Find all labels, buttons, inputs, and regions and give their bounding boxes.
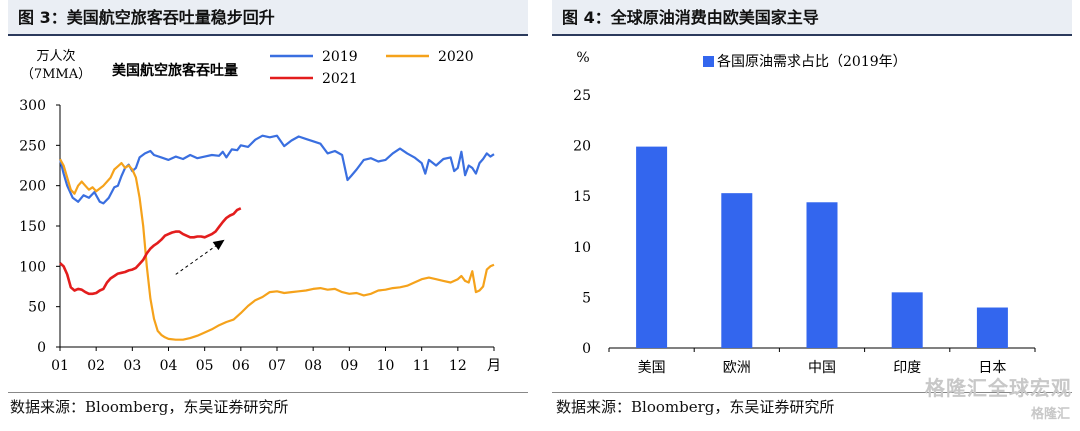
x-tick-label: 06: [232, 358, 250, 374]
watermark-small: 格隆汇: [1030, 407, 1070, 422]
y-tick-label: 150: [19, 219, 46, 235]
right-source-note: 数据来源：Bloomberg，东吴证券研究所: [556, 398, 835, 416]
legend-label: 各国原油需求占比（2019年）: [717, 54, 907, 70]
watermark: 格隆汇全球宏观: [925, 376, 1072, 400]
x-tick-label: 印度: [893, 360, 921, 376]
legend-label-2021: 2021: [322, 71, 358, 87]
series-line-2021: [59, 207, 242, 296]
left-bottom-rule: [8, 392, 528, 393]
series-line-2019: [58, 134, 495, 205]
x-tick-label: 美国: [638, 360, 666, 376]
series-line-2020: [59, 158, 495, 341]
x-tick-label: 09: [340, 358, 358, 374]
y-axis-label: 万人次: [36, 48, 75, 64]
legend-swatch: [703, 56, 714, 67]
legend-label-2020: 2020: [438, 49, 474, 65]
x-tick-label: 02: [87, 358, 105, 374]
x-tick-label: 12: [449, 358, 467, 374]
y-tick-label: 250: [19, 138, 46, 154]
chart-title: 美国航空旅客吞吐量: [112, 62, 238, 79]
trend-arrow-head: [212, 239, 225, 251]
x-tick-label: 05: [196, 358, 214, 374]
y-tick-label: 0: [582, 341, 591, 357]
y-tick-label: 20: [573, 139, 591, 155]
y-tick-label: 300: [19, 98, 46, 114]
bar-美国: [636, 146, 668, 348]
y-tick-label: 100: [19, 259, 46, 275]
x-tick-label: 10: [377, 358, 395, 374]
y-tick-label: 10: [573, 240, 591, 256]
x-tick-label: 01: [51, 358, 69, 374]
bar-中国: [806, 202, 838, 348]
y-axis-label-sub: （7MMA）: [21, 67, 91, 82]
x-tick-label: 04: [160, 358, 178, 374]
bar-欧洲: [721, 193, 753, 348]
x-tick-label: 11: [413, 358, 431, 374]
y-tick-label: 5: [582, 290, 591, 306]
left-panel-title: 图 3：美国航空旅客吞吐量稳步回升: [8, 0, 528, 36]
y-tick-label: 0: [37, 340, 46, 356]
y-tick-label: 200: [19, 179, 46, 195]
legend-label-2019: 2019: [322, 49, 358, 65]
y-tick-label: 25: [573, 88, 591, 104]
right-bottom-rule: [552, 392, 1072, 393]
x-tick-label: 欧洲: [723, 360, 751, 376]
bar-日本: [976, 307, 1008, 348]
y-tick-label: 50: [28, 300, 46, 316]
x-axis-label: 月: [487, 358, 501, 374]
x-tick-label: 08: [304, 358, 322, 374]
x-tick-label: 03: [123, 358, 141, 374]
left-source-note: 数据来源：Bloomberg，东吴证券研究所: [10, 398, 289, 416]
right-panel-title: 图 4：全球原油消费由欧美国家主导: [552, 0, 1072, 36]
x-tick-label: 07: [268, 358, 286, 374]
x-tick-label: 日本: [978, 360, 1006, 376]
x-tick-label: 中国: [808, 360, 836, 376]
y-tick-label: 15: [573, 189, 591, 205]
bar-chart-oil-demand: % 各国原油需求占比（2019年） 0 5 10 15 20 25 美国 欧洲 中国 印度 日本: [573, 50, 1036, 376]
y-axis-label: %: [576, 50, 589, 66]
bar-印度: [891, 292, 923, 348]
